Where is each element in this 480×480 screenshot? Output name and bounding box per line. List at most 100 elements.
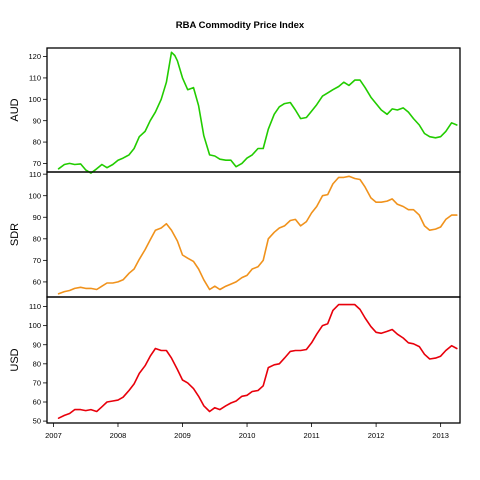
data-point-sdr — [235, 281, 237, 283]
data-point-usd — [343, 304, 345, 306]
data-point-usd — [144, 365, 146, 367]
data-point-usd — [209, 411, 211, 413]
x-tick-label: 2007 — [45, 431, 62, 440]
data-point-aud — [122, 157, 124, 159]
data-point-sdr — [64, 291, 66, 293]
data-point-aud — [364, 87, 366, 89]
data-point-sdr — [74, 288, 76, 290]
data-point-usd — [74, 409, 76, 411]
data-point-usd — [230, 402, 232, 404]
data-point-sdr — [117, 281, 119, 283]
data-point-usd — [122, 396, 124, 398]
data-point-aud — [106, 167, 108, 169]
data-point-sdr — [241, 277, 243, 279]
data-point-aud — [375, 103, 377, 105]
y-tick-label: 100 — [28, 95, 41, 104]
data-point-usd — [284, 357, 286, 359]
data-point-sdr — [419, 214, 421, 216]
data-point-sdr — [144, 249, 146, 251]
x-tick-label: 2008 — [110, 431, 127, 440]
panel-frame — [46, 296, 461, 424]
data-point-usd — [133, 383, 135, 385]
data-point-sdr — [80, 287, 82, 289]
data-point-sdr — [424, 225, 426, 227]
data-point-usd — [311, 342, 313, 344]
data-point-aud — [209, 154, 211, 156]
data-point-usd — [440, 355, 442, 357]
data-point-usd — [187, 382, 189, 384]
y-tick-label: 90 — [33, 340, 41, 349]
data-point-sdr — [322, 195, 324, 197]
data-point-sdr — [429, 229, 431, 231]
data-point-usd — [381, 333, 383, 335]
data-point-sdr — [354, 178, 356, 180]
x-tick-label: 2012 — [368, 431, 385, 440]
data-point-sdr — [85, 288, 87, 290]
data-point-aud — [268, 128, 270, 130]
data-point-aud — [327, 92, 329, 94]
x-axis: 2007 2008 2009 2010 2011 2012 2013 — [45, 423, 449, 440]
data-point-aud — [354, 79, 356, 81]
data-point-usd — [306, 349, 308, 351]
data-point-sdr — [402, 206, 404, 208]
chart-title: RBA Commodity Price Index — [176, 20, 305, 31]
data-point-aud — [74, 164, 76, 166]
data-point-aud — [193, 87, 195, 89]
data-point-sdr — [268, 238, 270, 240]
data-point-aud — [306, 117, 308, 119]
data-point-sdr — [327, 194, 329, 196]
data-point-aud — [311, 110, 313, 112]
data-point-aud — [381, 109, 383, 111]
data-point-usd — [64, 415, 66, 417]
data-point-sdr — [230, 283, 232, 285]
data-point-aud — [332, 89, 334, 91]
data-point-sdr — [219, 289, 221, 291]
data-point-sdr — [408, 209, 410, 211]
data-point-usd — [128, 390, 130, 392]
data-point-sdr — [451, 214, 453, 216]
panels-group: 70 80 90 100 110 120 AUD 60 70 80 90 100 110 SDR 50 60 7… — [9, 47, 461, 426]
data-point-aud — [386, 114, 388, 116]
data-point-sdr — [295, 219, 297, 221]
data-point-aud — [257, 148, 259, 150]
data-point-sdr — [391, 198, 393, 200]
y-tick-label: 110 — [29, 170, 41, 179]
data-point-sdr — [155, 229, 157, 231]
data-point-aud — [133, 148, 135, 150]
data-point-aud — [149, 120, 151, 122]
data-point-aud — [144, 131, 146, 133]
data-point-sdr — [456, 214, 458, 216]
data-point-usd — [348, 304, 350, 306]
data-point-aud — [198, 105, 200, 107]
data-point-aud — [58, 168, 60, 170]
data-point-sdr — [279, 227, 281, 229]
data-point-usd — [214, 407, 216, 409]
data-point-usd — [219, 409, 221, 411]
y-tick-label: 70 — [33, 379, 41, 388]
data-point-aud — [408, 111, 410, 113]
data-point-sdr — [112, 282, 114, 284]
data-point-sdr — [257, 266, 259, 268]
data-point-aud — [219, 158, 221, 160]
data-point-sdr — [128, 273, 130, 275]
data-point-usd — [101, 406, 103, 408]
data-point-usd — [359, 309, 361, 311]
data-point-usd — [149, 355, 151, 357]
y-tick-label: 100 — [28, 191, 41, 200]
data-point-aud — [424, 133, 426, 135]
data-point-aud — [166, 81, 168, 83]
data-point-usd — [177, 369, 179, 371]
data-point-sdr — [435, 228, 437, 230]
data-point-usd — [225, 405, 227, 407]
data-point-usd — [58, 417, 60, 419]
data-point-aud — [456, 124, 458, 126]
data-point-sdr — [106, 282, 108, 284]
data-point-aud — [262, 148, 264, 150]
data-point-usd — [268, 367, 270, 369]
data-point-usd — [402, 337, 404, 339]
data-point-aud — [203, 135, 205, 137]
x-tick-label: 2011 — [304, 431, 320, 440]
data-point-usd — [155, 348, 157, 350]
data-point-sdr — [122, 279, 124, 281]
data-point-aud — [117, 159, 119, 161]
